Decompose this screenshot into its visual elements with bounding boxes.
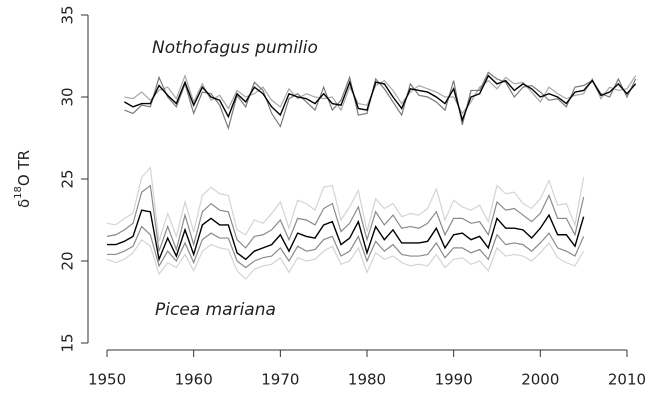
y-tick-label: 30 (59, 87, 77, 106)
x-tick-label: 1990 (435, 371, 473, 389)
y-tick-label: 35 (59, 5, 77, 24)
y-tick-label: 25 (59, 169, 77, 188)
series-line (106, 238, 585, 280)
x-tick-label: 2000 (521, 371, 559, 389)
series-line (107, 225, 585, 269)
x-tick-label: 1980 (348, 371, 386, 389)
y-tick-label: 15 (59, 333, 77, 352)
annotation: Picea mariana (155, 300, 276, 320)
x-tick-label: 1950 (88, 371, 126, 389)
annotation: Nothofagus pumilio (152, 38, 318, 58)
series-line (124, 74, 637, 123)
x-tick-label: 1960 (175, 371, 213, 389)
y-label-symbol: δ (15, 199, 33, 208)
series-line (106, 184, 585, 252)
y-tick-label: 20 (59, 251, 77, 270)
x-tick-label: 1970 (261, 371, 299, 389)
y-axis-label: δ18O TR (13, 150, 33, 208)
x-tick-label: 2010 (608, 371, 646, 389)
series-line (106, 166, 585, 242)
series-line (124, 71, 637, 131)
series-line (107, 209, 585, 262)
y-label-superscript: 18 (13, 186, 24, 199)
y-label-text: O TR (15, 150, 33, 186)
